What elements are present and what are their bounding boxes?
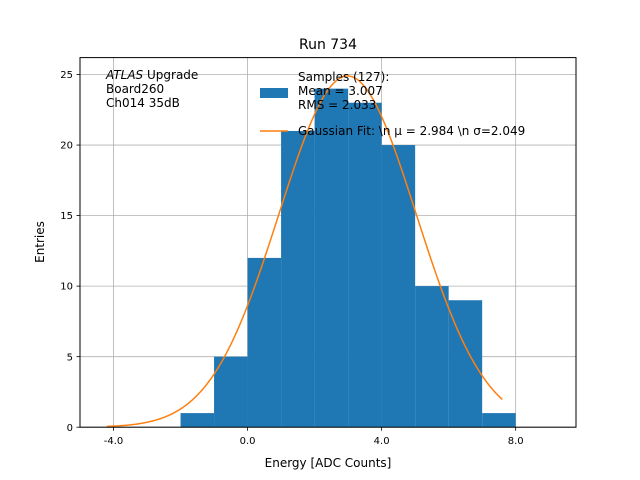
x-tick-label: 4.0 <box>374 436 390 447</box>
axis-ticks: -4.0 0.0 4.0 8.0 0 5 10 15 20 25 <box>60 70 523 447</box>
annotation-line: ATLAS Upgrade <box>105 68 198 82</box>
annotation-line: Ch014 35dB <box>106 96 180 110</box>
legend-histogram-label: RMS = 2.033 <box>298 98 376 112</box>
y-tick-label: 10 <box>60 282 73 293</box>
x-tick-label: -4.0 <box>104 436 124 447</box>
histogram-bar <box>415 286 449 428</box>
y-tick-label: 20 <box>60 141 73 152</box>
legend-histogram-swatch <box>260 88 288 98</box>
gaussian-fit <box>106 75 503 428</box>
x-tick-label: 0.0 <box>240 436 256 447</box>
x-axis-label: Energy [ADC Counts] <box>265 456 392 470</box>
gaussian-fit-line <box>106 75 503 428</box>
legend-histogram-label: Samples (127): <box>298 70 389 84</box>
axes-frame <box>79 57 577 428</box>
annotation-line: Board260 <box>106 82 164 96</box>
histogram-bar <box>314 88 349 428</box>
histogram-bar <box>214 356 248 428</box>
histogram-bar <box>348 102 382 428</box>
histogram-bar <box>381 145 416 428</box>
annotation-rest: Upgrade <box>143 68 198 82</box>
y-tick-label: 0 <box>67 423 73 434</box>
annotation-italic: ATLAS <box>105 68 144 82</box>
histogram-bar <box>482 413 516 428</box>
y-tick-label: 25 <box>60 70 73 81</box>
x-tick-label: 8.0 <box>508 436 524 447</box>
atlas-annotation: ATLAS Upgrade Board260 Ch014 35dB <box>105 68 198 110</box>
legend: Samples (127): Mean = 3.007 RMS = 2.033 G… <box>260 70 525 138</box>
y-tick-label: 5 <box>67 352 73 363</box>
legend-fit-label: Gaussian Fit: \n μ = 2.984 \n σ=2.049 <box>298 124 525 138</box>
y-tick-label: 15 <box>60 211 73 222</box>
histogram-bar <box>281 130 315 428</box>
legend-histogram-label: Mean = 3.007 <box>298 84 383 98</box>
y-axis-label: Entries <box>33 221 47 263</box>
chart-title: Run 734 <box>299 37 357 53</box>
histogram-bar <box>180 413 215 428</box>
histogram-bar <box>247 257 282 428</box>
histogram-bars <box>180 88 516 428</box>
